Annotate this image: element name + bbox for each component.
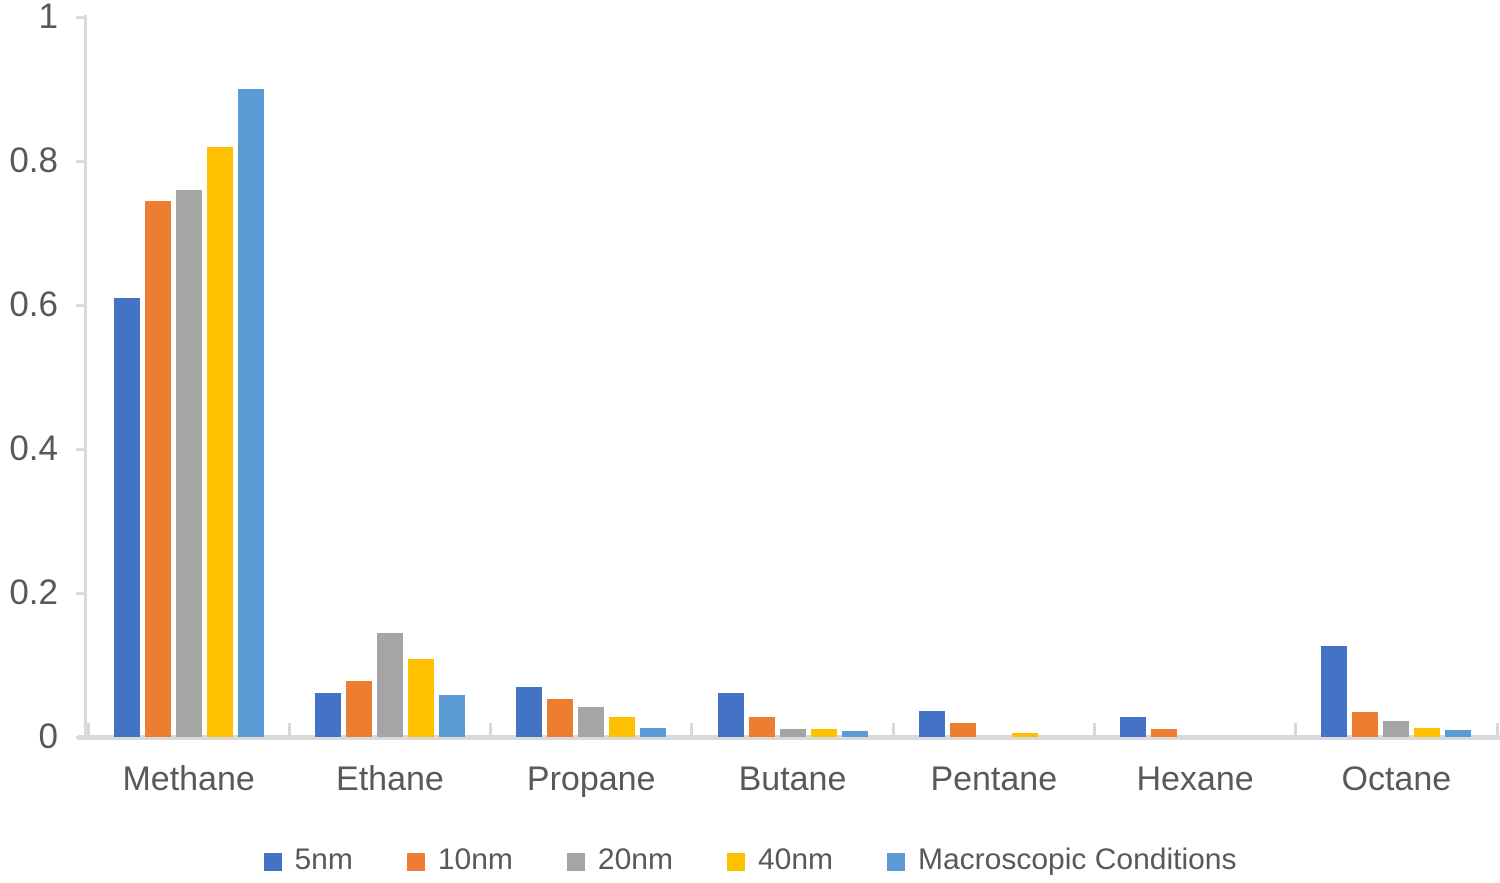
y-axis-line: [84, 15, 87, 737]
y-axis-tick: [76, 159, 87, 163]
y-axis-tick: [76, 735, 87, 739]
x-axis-line: [78, 735, 1500, 740]
category-label: Propane: [526, 760, 656, 798]
legend-item-10nm: 10nm: [406, 843, 513, 877]
bar-macroscopic-conditions: [640, 727, 667, 737]
chart-legend: 5nm 10nm 20nm 40nm Macroscopic Conditions: [0, 843, 1500, 877]
bar-5nm: [1321, 645, 1348, 737]
bar-macroscopic-conditions: [841, 731, 868, 737]
bar-10nm: [144, 200, 171, 737]
legend-item-20nm: 20nm: [566, 843, 673, 877]
bar-10nm: [1352, 711, 1379, 737]
bar-group-octane: [1321, 17, 1472, 737]
legend-label: 40nm: [757, 843, 833, 876]
x-axis-tick: [891, 723, 895, 736]
y-axis-tick-label: 0.4: [9, 429, 58, 468]
category-label: Methane: [122, 760, 255, 798]
category-label: Hexane: [1136, 760, 1254, 798]
bar-group-butane: [717, 17, 868, 737]
category-label: Butane: [738, 760, 847, 798]
legend-item-macroscopic-conditions: Macroscopic Conditions: [887, 843, 1236, 877]
bar-20nm: [779, 729, 806, 737]
bar-40nm: [810, 729, 837, 737]
legend-swatch-icon: [887, 852, 905, 871]
bar-5nm: [717, 693, 744, 737]
bar-20nm: [175, 189, 202, 737]
y-axis-tick-label: 0: [38, 717, 58, 756]
x-axis-tick: [1495, 723, 1499, 736]
legend-swatch-icon: [406, 852, 425, 871]
bar-40nm: [206, 146, 233, 737]
bar-5nm: [314, 693, 341, 737]
legend-label: 20nm: [597, 843, 673, 876]
category-label: Pentane: [930, 760, 1058, 798]
y-axis-tick-label: 0.2: [9, 573, 58, 612]
y-axis-tick: [76, 303, 87, 307]
y-axis-tick: [76, 15, 87, 19]
bar-5nm: [516, 686, 543, 737]
bar-group-pentane: [918, 17, 1069, 737]
x-axis-tick: [287, 723, 291, 736]
legend-label: 5nm: [294, 843, 353, 876]
x-axis-tick: [690, 723, 694, 736]
bar-20nm: [376, 632, 403, 737]
y-axis-tick: [76, 447, 87, 451]
bar-5nm: [113, 297, 140, 737]
x-axis-tick: [489, 723, 493, 736]
bar-group-methane: [113, 17, 264, 737]
bar-40nm: [1414, 728, 1441, 737]
y-axis-tick-label: 0.6: [9, 285, 58, 324]
category-label: Octane: [1341, 760, 1452, 798]
bar-10nm: [748, 716, 775, 737]
y-axis-tick-label: 1: [38, 0, 58, 36]
legend-swatch-icon: [726, 852, 745, 871]
legend-swatch-icon: [566, 852, 585, 871]
bar-40nm: [407, 658, 434, 737]
legend-label: Macroscopic Conditions: [918, 843, 1237, 876]
bar-group-ethane: [314, 17, 465, 737]
bar-macroscopic-conditions: [438, 695, 465, 737]
legend-item-5nm: 5nm: [263, 843, 353, 877]
bar-macroscopic-conditions: [1445, 729, 1472, 737]
bar-5nm: [1120, 716, 1147, 737]
x-axis-tick: [1294, 723, 1298, 736]
bar-40nm: [609, 716, 636, 737]
bar-20nm: [1383, 721, 1410, 737]
y-axis-tick: [76, 591, 87, 595]
legend-label: 10nm: [437, 843, 513, 876]
bar-40nm: [1011, 732, 1038, 737]
legend-swatch-icon: [263, 852, 282, 871]
x-axis-tick: [1092, 723, 1096, 736]
bar-20nm: [578, 706, 605, 737]
category-label: Ethane: [336, 760, 444, 798]
bar-10nm: [547, 698, 574, 737]
bar-5nm: [918, 711, 945, 737]
bar-10nm: [949, 723, 976, 737]
bar-group-propane: [516, 17, 667, 737]
y-axis-tick-label: 0.8: [9, 141, 58, 180]
bar-10nm: [1151, 729, 1178, 737]
bar-group-hexane: [1120, 17, 1270, 737]
bar-macroscopic-conditions: [237, 89, 264, 737]
legend-item-40nm: 40nm: [726, 843, 833, 877]
bar-10nm: [345, 680, 372, 737]
x-axis-tick: [86, 723, 90, 736]
